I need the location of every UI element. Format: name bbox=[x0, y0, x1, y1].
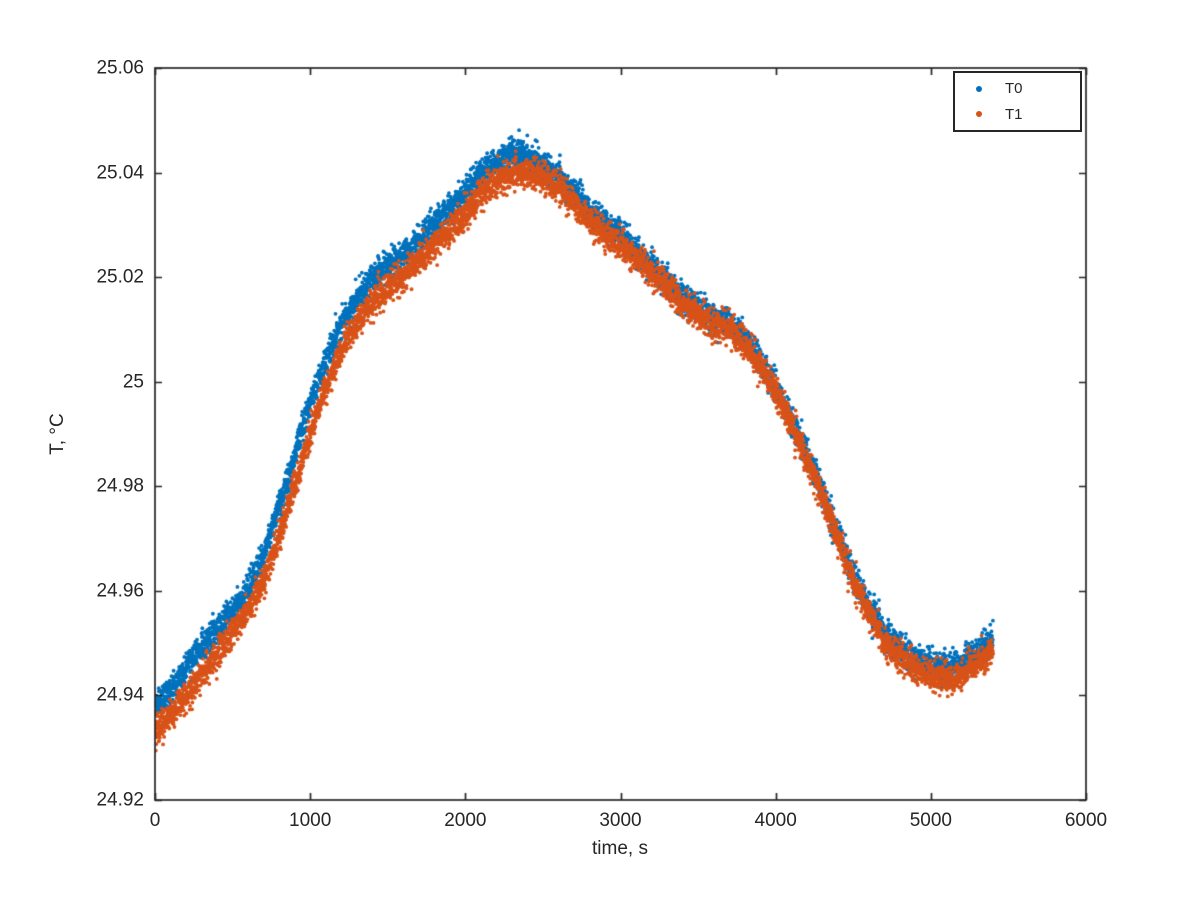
x-tick-label-0: 0 bbox=[149, 810, 161, 831]
y-tick-label-25.04: 25.04 bbox=[96, 162, 144, 184]
y-axis-label: T, °C bbox=[47, 413, 68, 455]
y-tick-label-24.98: 24.98 bbox=[96, 475, 144, 497]
y-tick-label-25.02: 25.02 bbox=[96, 266, 144, 288]
x-tick-label-3000: 3000 bbox=[599, 810, 642, 831]
legend-item-t1: T1 bbox=[955, 107, 1080, 122]
legend-marker-t1-icon bbox=[976, 111, 982, 118]
y-tick-label-24.96: 24.96 bbox=[96, 580, 144, 602]
x-tick-label-4000: 4000 bbox=[754, 810, 797, 831]
x-tick-label-5000: 5000 bbox=[909, 810, 952, 831]
legend-label-t0: T0 bbox=[1005, 80, 1023, 98]
x-tick-label-2000: 2000 bbox=[444, 810, 487, 831]
y-tick-label-24.92: 24.92 bbox=[96, 789, 144, 811]
legend-marker-t0-icon bbox=[976, 85, 982, 92]
x-axis-label: time, s bbox=[592, 838, 648, 859]
x-tick-label-1000: 1000 bbox=[289, 810, 332, 831]
legend-item-t0: T0 bbox=[955, 81, 1080, 96]
y-tick-label-25.06: 25.06 bbox=[96, 57, 144, 79]
y-tick-label-24.94: 24.94 bbox=[96, 684, 144, 706]
y-tick-label-25: 25 bbox=[122, 371, 144, 393]
x-tick-label-6000: 6000 bbox=[1064, 810, 1108, 831]
legend: T0 T1 bbox=[953, 71, 1082, 132]
legend-label-t1: T1 bbox=[1005, 105, 1023, 123]
